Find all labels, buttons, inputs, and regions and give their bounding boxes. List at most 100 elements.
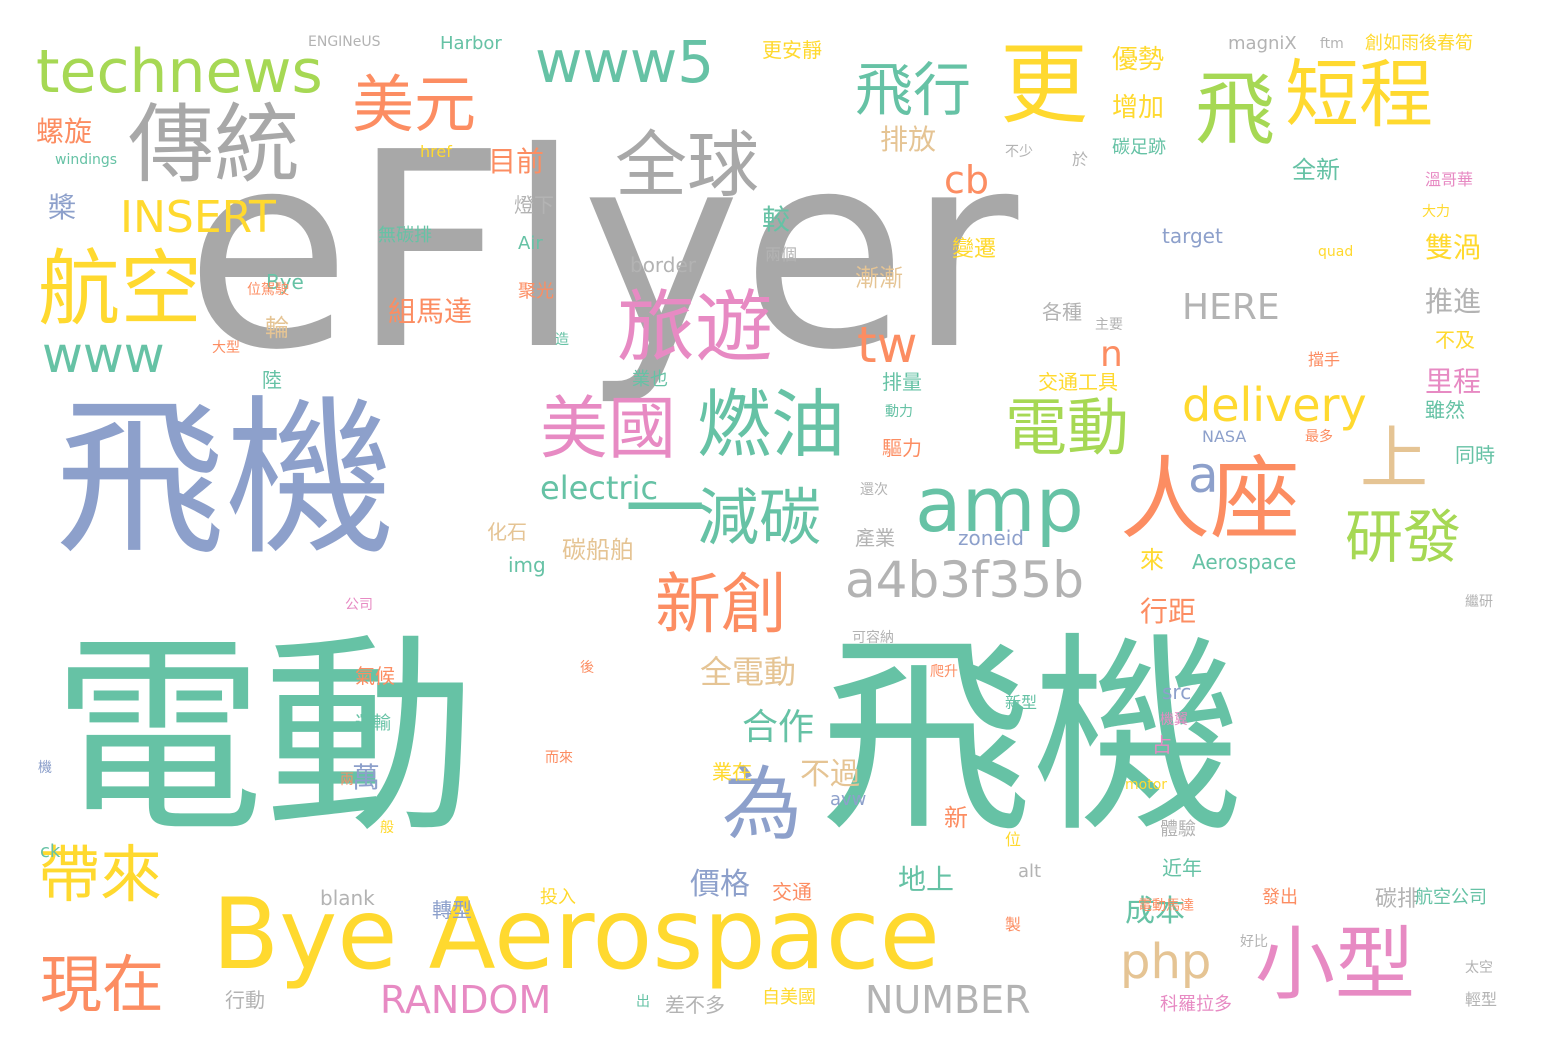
cloud-word: cb <box>944 158 990 202</box>
cloud-word: 帶來 <box>38 838 163 911</box>
cloud-word: 溫哥華 <box>1425 170 1474 189</box>
cloud-word: 來 <box>1140 546 1164 574</box>
cloud-word: 價格 <box>690 867 750 902</box>
cloud-word: 小型 <box>1255 918 1415 1011</box>
cloud-word: 地上 <box>898 863 955 896</box>
cloud-word: 不過 <box>800 757 860 792</box>
cloud-word: 動力 <box>885 404 913 420</box>
cloud-word: 化石 <box>487 520 527 544</box>
cloud-word: HERE <box>1182 287 1280 328</box>
cloud-word: 研發 <box>1345 503 1462 571</box>
cloud-word: 傳統 <box>128 95 300 195</box>
cloud-word: 行距 <box>1140 595 1197 628</box>
cloud-word: 飛行 <box>855 56 972 124</box>
cloud-word: 造 <box>555 332 569 348</box>
cloud-word: 運輸 <box>355 713 391 734</box>
cloud-word: 不及 <box>1435 328 1475 352</box>
cloud-word: 電動 <box>1005 391 1130 464</box>
cloud-word: a <box>1188 446 1219 504</box>
cloud-word: 交通 <box>772 880 812 904</box>
cloud-word: n <box>1100 334 1123 375</box>
cloud-word: 成本 <box>1125 894 1185 929</box>
cloud-word: 飛機 <box>55 381 396 579</box>
cloud-word: alt <box>1018 861 1042 882</box>
cloud-word: href <box>420 142 452 161</box>
cloud-word: 繼研 <box>1465 594 1493 610</box>
cloud-word: 近年 <box>1162 856 1202 880</box>
cloud-word: 漸漸 <box>855 264 903 292</box>
cloud-word: 為 <box>722 758 802 851</box>
cloud-word: 燃油 <box>697 382 845 468</box>
cloud-word: php <box>1120 934 1212 990</box>
cloud-word: NASA <box>1202 427 1247 446</box>
cloud-word: eFlyer <box>185 94 1019 409</box>
cloud-word: 美元 <box>352 68 477 141</box>
cloud-word: 還次 <box>860 482 888 498</box>
cloud-word: 合作 <box>742 707 815 748</box>
cloud-word: 變遷 <box>952 237 997 262</box>
cloud-word: 發出 <box>1262 887 1298 908</box>
cloud-word: 燈下 <box>514 193 554 217</box>
cloud-word: avw <box>830 789 867 810</box>
cloud-word: NUMBER <box>865 978 1031 1022</box>
cloud-word: 碳船舶 <box>562 536 634 564</box>
cloud-word: 出 <box>636 994 650 1010</box>
cloud-word: 碳排 <box>1375 887 1420 912</box>
cloud-word: 雖然 <box>1425 398 1465 422</box>
cloud-word: Bye Aerospace <box>212 878 940 992</box>
cloud-word: Air <box>518 233 543 254</box>
cloud-word: blank <box>320 886 375 910</box>
cloud-word: 飛機 <box>820 614 1244 861</box>
cloud-word: 輪 <box>265 314 289 342</box>
cloud-word: www <box>42 326 165 384</box>
cloud-word: 主要 <box>1095 317 1123 333</box>
cloud-word: Aerospace <box>1192 550 1297 574</box>
cloud-word: 同時 <box>1455 443 1495 467</box>
cloud-word: 大力 <box>1422 204 1450 220</box>
cloud-word: 交通工具 <box>1038 370 1118 394</box>
cloud-word: 碳足跡 <box>1112 137 1166 158</box>
cloud-word: 短程 <box>1285 52 1433 138</box>
cloud-word: 推進 <box>1425 285 1482 318</box>
cloud-word: 行動 <box>225 988 265 1012</box>
cloud-word: 新型 <box>1005 693 1038 712</box>
cloud-word: ENGINeUS <box>308 34 381 50</box>
cloud-word: 位 <box>1005 830 1022 849</box>
cloud-word: amp <box>915 460 1084 549</box>
cloud-word: 現在 <box>40 948 165 1021</box>
cloud-word: tw <box>857 316 918 374</box>
cloud-word: 萬 <box>352 761 381 794</box>
cloud-word: zoneid <box>958 526 1024 550</box>
cloud-word: 新創 <box>655 566 787 643</box>
cloud-word: 全球 <box>615 123 760 207</box>
cloud-word: 轉型 <box>432 898 472 922</box>
cloud-word: 旅遊 <box>617 283 774 373</box>
cloud-word: 差不多 <box>665 993 725 1017</box>
cloud-word: 目前 <box>488 145 545 178</box>
cloud-word: 科羅拉多 <box>1160 994 1232 1015</box>
cloud-word: 減碳 <box>697 481 822 554</box>
cloud-word: 更 <box>1000 33 1089 136</box>
cloud-word: 更安靜 <box>762 38 822 62</box>
cloud-word: 占 <box>1152 733 1172 757</box>
cloud-word: 後 <box>580 660 594 676</box>
cloud-word: 產業 <box>855 526 895 550</box>
cloud-word: 一 <box>625 463 705 556</box>
cloud-word: 投入 <box>540 887 576 908</box>
cloud-word: quad <box>1318 244 1354 260</box>
cloud-word: 排放 <box>880 123 937 156</box>
cloud-word: INSERT <box>120 192 276 243</box>
cloud-word: 組馬達 <box>388 295 473 328</box>
cloud-word: windings <box>55 152 118 168</box>
cloud-word: 美國 <box>540 390 677 469</box>
cloud-word: border <box>630 253 697 277</box>
cloud-word: 可容納 <box>852 630 894 646</box>
cloud-word: 新 <box>944 804 968 832</box>
cloud-word: a4b3f35b <box>845 551 1084 609</box>
cloud-word: 而來 <box>545 750 573 766</box>
cloud-word: 螺旋 <box>36 115 93 148</box>
cloud-word: 電動馬達 <box>1138 898 1194 914</box>
cloud-word: 飛 <box>1195 63 1275 156</box>
cloud-word: Harbor <box>440 33 502 54</box>
